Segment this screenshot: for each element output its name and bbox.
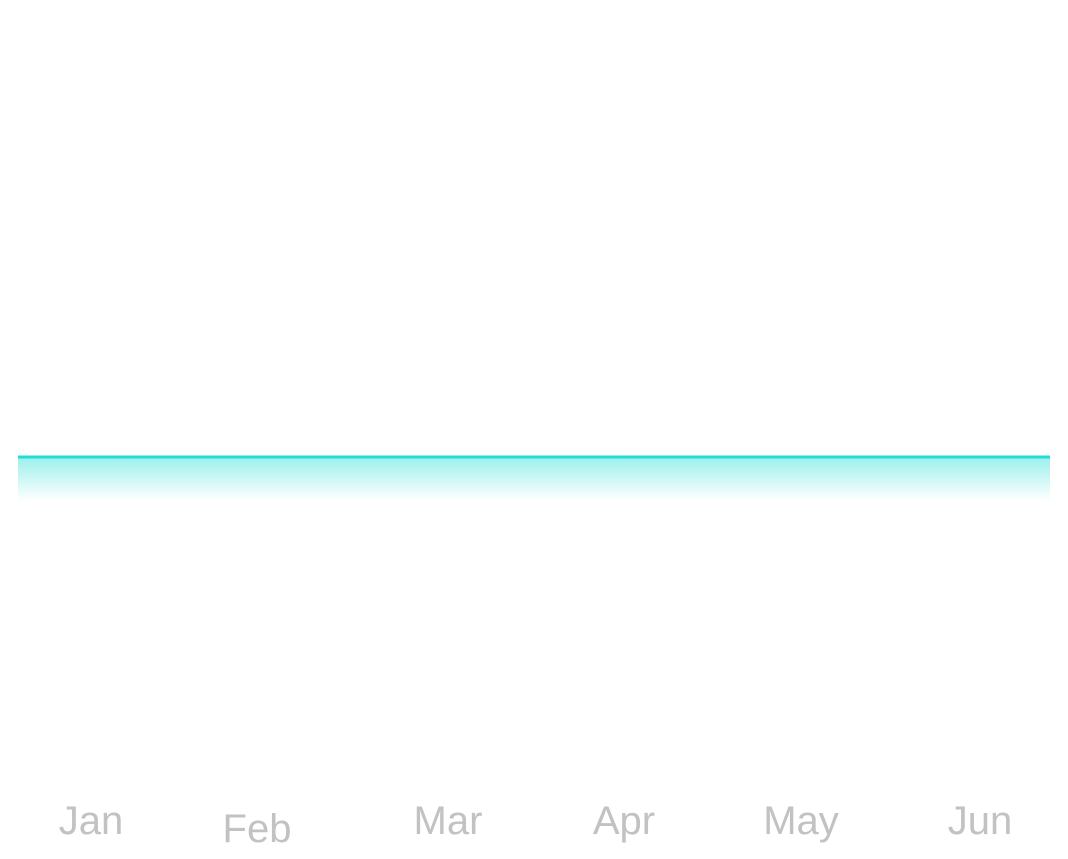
x-tick-label-mar: Mar: [414, 799, 483, 843]
area-fill-layer: [18, 457, 1050, 501]
x-tick-label-feb: Feb: [223, 807, 292, 851]
x-axis: Jan Feb Mar Apr May Jun: [59, 799, 1013, 851]
series-area-fill: [18, 457, 1050, 501]
x-tick-label-apr: Apr: [593, 799, 655, 843]
x-tick-label-may: May: [763, 799, 839, 843]
x-tick-label-jun: Jun: [948, 799, 1013, 843]
x-tick-label-jan: Jan: [59, 799, 124, 843]
